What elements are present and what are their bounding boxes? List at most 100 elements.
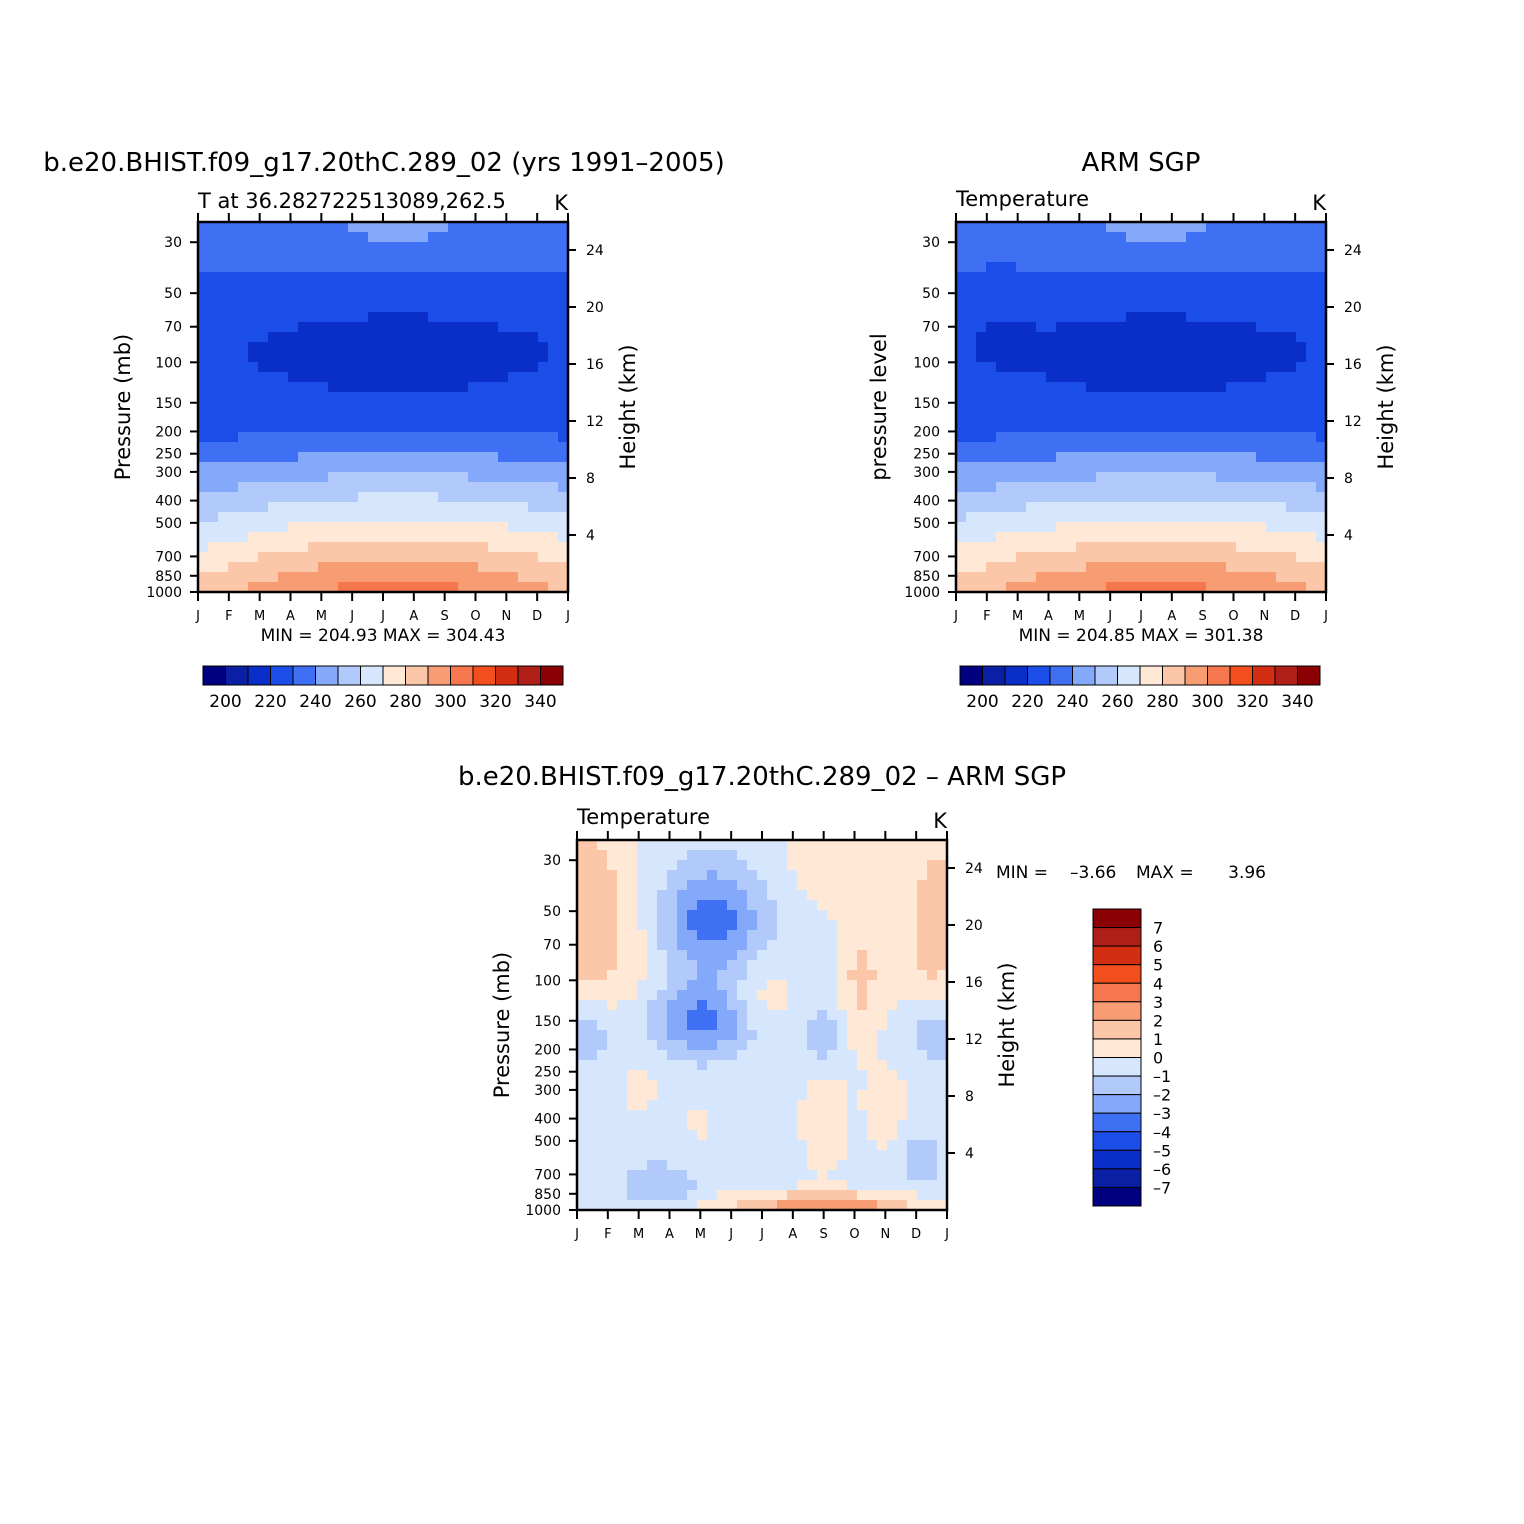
contour-cell [1046, 422, 1057, 433]
contour-cell [1206, 312, 1217, 323]
contour-cell [737, 1120, 748, 1131]
contour-cell [1166, 372, 1177, 383]
contour-cell [687, 880, 698, 891]
contour-cell [877, 1130, 888, 1141]
contour-cell [877, 840, 888, 851]
contour-cell [677, 1170, 688, 1181]
contour-cell [1196, 362, 1207, 373]
contour-cell [1256, 482, 1267, 493]
contour-cell [587, 880, 598, 891]
contour-cell [1186, 242, 1197, 253]
contour-cell [498, 522, 509, 533]
pressure-tick-label: 50 [164, 286, 182, 302]
contour-cell [398, 572, 409, 583]
height-tick-label: 12 [1344, 414, 1362, 430]
contour-cell [867, 890, 878, 901]
contour-cell [707, 950, 718, 961]
contour-cell [907, 1030, 918, 1041]
contour-cell [358, 442, 369, 453]
contour-cell [1026, 372, 1037, 383]
contour-cell [1236, 512, 1247, 523]
contour-cell [647, 1120, 658, 1131]
contour-cell [488, 502, 499, 513]
contour-cell [917, 870, 928, 881]
contour-cell [408, 382, 419, 393]
contour-cell [797, 1040, 808, 1051]
contour-cell [617, 1160, 628, 1171]
contour-cell [1276, 382, 1287, 393]
contour-cell [857, 1050, 868, 1061]
contour-cell [927, 1170, 938, 1181]
contour-cell [787, 1080, 798, 1091]
contour-cell [727, 1010, 738, 1021]
contour-cell [857, 880, 868, 891]
contour-cell [1256, 402, 1267, 413]
contour-cell [747, 1200, 758, 1210]
contour-cell [1196, 532, 1207, 543]
contour-cell [1276, 532, 1287, 543]
contour-cell [966, 332, 977, 343]
contour-cell [807, 1090, 818, 1101]
contour-cell [1276, 422, 1287, 433]
contour-cell [218, 352, 229, 363]
contour-cell [548, 432, 559, 443]
contour-cell [767, 910, 778, 921]
contour-cell [508, 572, 519, 583]
contour-cell [1026, 522, 1037, 533]
contour-cell [1306, 442, 1317, 453]
contour-cell [1276, 462, 1287, 473]
contour-cell [1046, 342, 1057, 353]
contour-cell [617, 1050, 628, 1061]
contour-cell [956, 582, 967, 592]
contour-cell [268, 402, 279, 413]
contour-cell [827, 1180, 838, 1191]
contour-cell [1156, 302, 1167, 313]
contour-cell [478, 282, 489, 293]
contour-cell [1316, 362, 1326, 373]
contour-cell [248, 442, 259, 453]
contour-cell [767, 1120, 778, 1131]
contour-cell [348, 342, 359, 353]
contour-cell [558, 392, 568, 403]
contour-cell [897, 1190, 908, 1201]
contour-cell [747, 1030, 758, 1041]
contour-cell [727, 1070, 738, 1081]
contour-cell [597, 1080, 608, 1091]
contour-cell [827, 1060, 838, 1071]
contour-cell [1116, 362, 1127, 373]
contour-cell [1196, 442, 1207, 453]
contour-cell [1266, 352, 1277, 363]
contour-cell [1176, 262, 1187, 273]
contour-cell [1306, 492, 1317, 503]
contour-cell [1046, 492, 1057, 503]
contour-cell [338, 582, 349, 592]
contour-cell [637, 1070, 648, 1081]
contour-cell [1066, 322, 1077, 333]
contour-cell [1146, 572, 1157, 583]
contour-cell [587, 1150, 598, 1161]
contour-cell [428, 282, 439, 293]
contour-cell [258, 552, 269, 563]
contour-cell [1006, 522, 1017, 533]
contour-cell [607, 850, 618, 861]
contour-cell [607, 1090, 618, 1101]
contour-cell [298, 412, 309, 423]
contour-cell [996, 242, 1007, 253]
contour-cell [637, 1090, 648, 1101]
contour-cell [288, 312, 299, 323]
contour-cell [468, 232, 479, 243]
contour-cell [877, 930, 888, 941]
contour-cell [248, 362, 259, 373]
contour-cell [877, 1000, 888, 1011]
panel-model-subtitle: T at 36.282722513089,262.5 [197, 189, 506, 213]
contour-cell [518, 422, 529, 433]
contour-cell [228, 572, 239, 583]
contour-cell [917, 970, 928, 981]
contour-cell [358, 502, 369, 513]
contour-cell [208, 532, 219, 543]
contour-cell [637, 1000, 648, 1011]
contour-cell [1176, 392, 1187, 403]
contour-cell [577, 890, 588, 901]
contour-cell [318, 382, 329, 393]
contour-cell [278, 552, 289, 563]
